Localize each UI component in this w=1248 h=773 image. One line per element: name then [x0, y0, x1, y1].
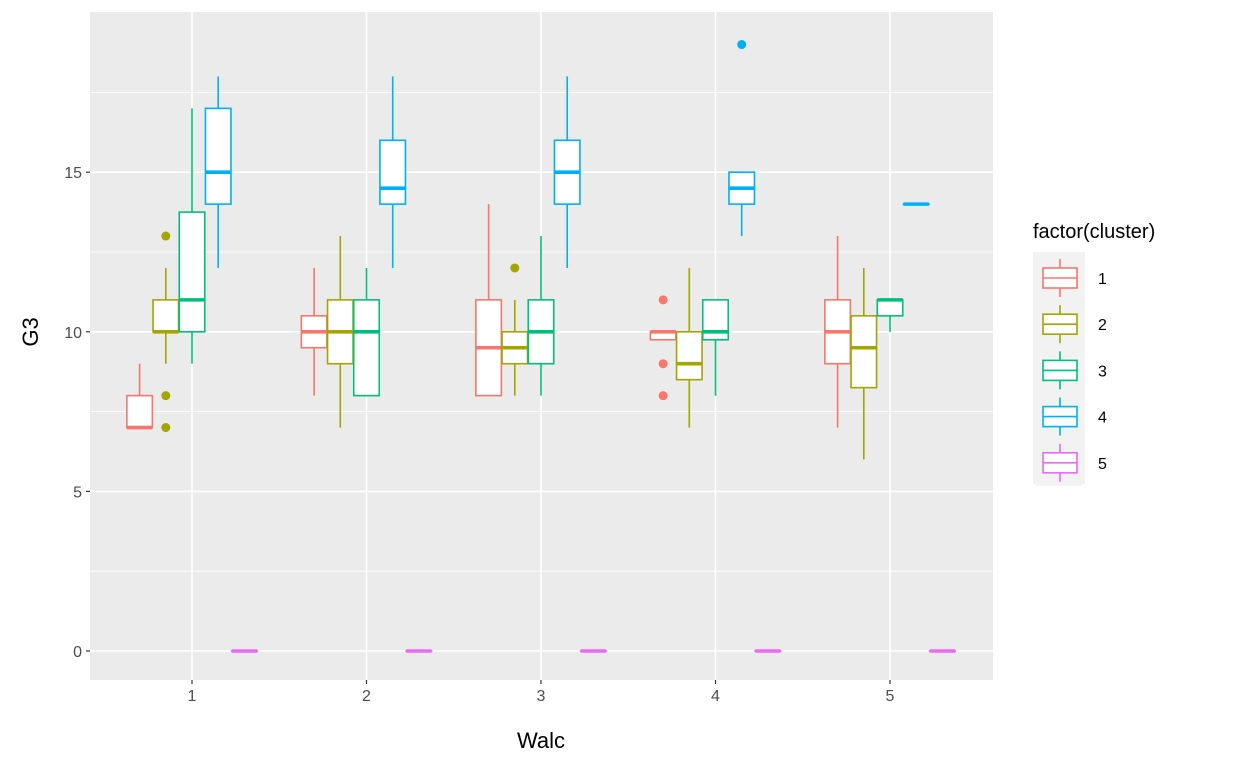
- x-tick-label: 4: [711, 688, 720, 705]
- legend: factor(cluster) 1 2 3 4 5: [1033, 221, 1155, 486]
- box: [354, 300, 380, 396]
- legend-title: factor(cluster): [1033, 221, 1155, 243]
- legend-label: 5: [1098, 456, 1107, 473]
- outlier-point: [659, 295, 668, 304]
- outlier-point: [161, 423, 170, 432]
- legend-item-5: 5: [1036, 440, 1107, 486]
- outlier-point: [659, 359, 668, 368]
- y-tick-label: 10: [64, 325, 82, 342]
- box: [380, 140, 406, 204]
- outlier-point: [161, 391, 170, 400]
- y-tick-label: 5: [73, 484, 82, 501]
- y-tick-label: 0: [73, 644, 82, 661]
- outlier-point: [737, 40, 746, 49]
- legend-item-2: 2: [1036, 301, 1107, 347]
- legend-label: 2: [1098, 317, 1107, 334]
- x-tick-label: 5: [886, 688, 895, 705]
- box: [179, 212, 205, 332]
- legend-label: 3: [1098, 363, 1107, 380]
- y-tick-label: 15: [64, 165, 82, 182]
- box: [153, 300, 179, 332]
- legend-item-1: 1: [1036, 255, 1107, 301]
- outlier-point: [510, 263, 519, 272]
- legend-label: 1: [1098, 271, 1107, 288]
- x-axis-label: Walc: [517, 728, 565, 753]
- outlier-point: [659, 391, 668, 400]
- x-tick-label: 1: [188, 688, 197, 705]
- x-tick-label: 2: [362, 688, 371, 705]
- x-tick-label: 3: [537, 688, 546, 705]
- box: [127, 396, 153, 428]
- outlier-point: [161, 232, 170, 241]
- y-axis-label: G3: [18, 317, 43, 346]
- box: [677, 332, 703, 380]
- legend-item-3: 3: [1036, 347, 1107, 393]
- box: [877, 300, 903, 316]
- box: [703, 300, 729, 340]
- box: [851, 316, 877, 388]
- box: [205, 108, 231, 204]
- legend-label: 4: [1098, 410, 1107, 427]
- legend-item-4: 4: [1036, 394, 1107, 440]
